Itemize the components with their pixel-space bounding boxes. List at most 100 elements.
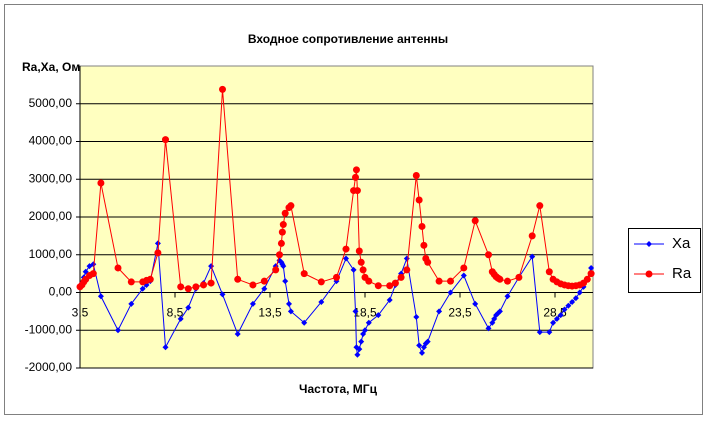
marker (485, 325, 492, 332)
marker (397, 273, 405, 281)
marker (260, 277, 268, 285)
marker (146, 275, 154, 283)
marker (416, 342, 423, 349)
marker (359, 266, 367, 274)
marker (472, 300, 479, 307)
marker (280, 263, 287, 270)
marker (282, 278, 289, 285)
marker (413, 314, 420, 321)
marker (342, 245, 350, 253)
marker (565, 302, 572, 309)
marker (317, 278, 325, 286)
marker (545, 268, 553, 276)
marker (646, 241, 652, 247)
marker (355, 247, 363, 255)
marker (219, 291, 226, 298)
marker (550, 319, 557, 326)
marker (281, 209, 289, 217)
x-tick-label: 18,5 (353, 306, 377, 320)
marker (354, 351, 361, 358)
marker (261, 285, 268, 292)
marker (572, 295, 579, 302)
marker (515, 273, 523, 281)
x-axis-title: Частота, МГц (299, 382, 378, 396)
marker (97, 179, 105, 187)
marker (365, 277, 373, 285)
marker (200, 281, 207, 289)
marker (272, 266, 280, 274)
marker (460, 264, 468, 272)
y-axis-title: Ra,Xa, Ом (22, 60, 80, 74)
marker (207, 279, 215, 287)
marker (528, 232, 536, 240)
marker (318, 298, 325, 305)
marker (435, 277, 443, 285)
marker (277, 239, 285, 247)
marker (234, 331, 241, 338)
marker (546, 329, 553, 336)
marker (583, 275, 591, 283)
marker (485, 251, 492, 259)
marker (403, 266, 411, 274)
marker (192, 283, 200, 291)
marker (276, 251, 283, 259)
marker (300, 270, 308, 278)
x-tick-label: 23,5 (448, 306, 472, 320)
y-tick-label: -1000,00 (25, 322, 73, 336)
marker (162, 136, 169, 144)
marker (90, 261, 97, 268)
marker (185, 304, 192, 311)
marker (352, 166, 360, 174)
marker (588, 264, 595, 271)
marker (374, 282, 382, 290)
marker (97, 293, 104, 300)
marker (424, 258, 432, 266)
y-tick-label: 0,00 (49, 285, 73, 299)
marker (249, 300, 256, 307)
marker (447, 289, 454, 296)
marker (139, 285, 146, 292)
marker (154, 240, 161, 247)
marker (412, 171, 420, 179)
marker (219, 85, 226, 93)
marker (536, 202, 544, 210)
marker (184, 285, 192, 293)
marker (447, 277, 454, 285)
y-tick-label: 4000,00 (29, 134, 73, 148)
marker (386, 297, 393, 304)
marker (89, 270, 97, 278)
marker (529, 253, 536, 260)
y-tick-label: 2000,00 (29, 209, 73, 223)
marker (460, 272, 467, 279)
marker (333, 273, 340, 281)
chart-title: Входное сопротивление антенны (248, 32, 448, 46)
marker (234, 275, 242, 283)
marker (301, 319, 308, 326)
marker (353, 187, 361, 195)
marker (352, 173, 359, 181)
marker (279, 221, 287, 229)
marker (471, 217, 479, 225)
marker (536, 329, 543, 336)
legend-box (628, 228, 701, 293)
marker (415, 196, 423, 204)
marker (496, 308, 503, 315)
marker (356, 346, 363, 353)
marker (127, 278, 135, 286)
marker (419, 349, 425, 356)
marker (114, 264, 122, 272)
y-tick-label: 1000,00 (29, 247, 73, 261)
marker (177, 315, 184, 322)
marker (115, 327, 121, 334)
marker (561, 306, 568, 313)
marker (418, 222, 426, 230)
marker (352, 308, 359, 315)
marker (424, 338, 431, 345)
marker (362, 327, 368, 334)
marker (420, 241, 428, 249)
x-tick-label: 3,5 (72, 306, 89, 320)
marker (154, 249, 162, 257)
y-tick-label: 3000,00 (29, 171, 73, 185)
marker (128, 300, 135, 307)
legend-label: Xa (672, 235, 691, 252)
